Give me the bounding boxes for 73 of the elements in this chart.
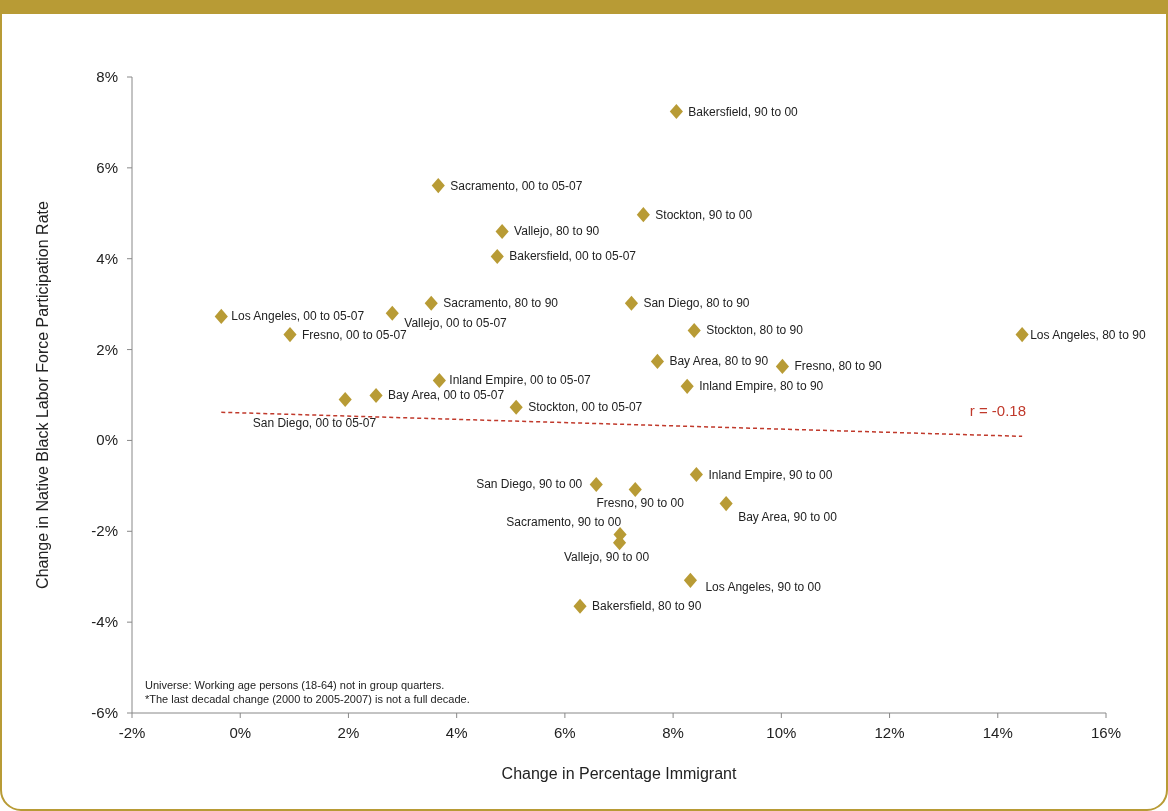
- data-label: Los Angeles, 90 to 00: [705, 580, 822, 595]
- point: [669, 103, 683, 120]
- y-tick-label: -4%: [91, 613, 118, 631]
- data-label: Los Angeles, 00 to 05-07: [231, 309, 365, 324]
- point: [509, 399, 523, 415]
- annotation: *The last decadal change (2000 to 2005-2007) is not a full decade.: [145, 693, 470, 705]
- data-label: Bakersfield, 80 to 90: [592, 599, 702, 614]
- data-label: Stockton, 80 to 90: [706, 323, 804, 338]
- point: [338, 391, 352, 408]
- point: [624, 295, 639, 311]
- point: [283, 327, 297, 343]
- x-tick-label: 0%: [229, 724, 252, 741]
- data-label: Inland Empire, 90 to 00: [708, 467, 833, 482]
- data-label: Fresno, 80 to 90: [794, 359, 883, 374]
- point: [719, 496, 733, 512]
- x-tick-label: -2%: [118, 724, 146, 741]
- point: [385, 305, 399, 321]
- point: [490, 248, 504, 264]
- annotation: r = -0.18: [969, 402, 1026, 419]
- point: [432, 372, 446, 389]
- point: [687, 322, 701, 339]
- data-label: Fresno, 90 to 00: [596, 496, 685, 511]
- data-label: Bay Area, 00 to 05-07: [388, 388, 505, 403]
- data-label: San Diego, 90 to 00: [476, 477, 583, 492]
- data-label: Los Angeles, 80 to 90: [1030, 327, 1146, 342]
- data-label: Bay Area, 80 to 90: [669, 354, 769, 369]
- point: [636, 207, 650, 223]
- data-label: Stockton, 90 to 00: [655, 207, 753, 222]
- point: [424, 295, 438, 311]
- point: [1015, 327, 1029, 343]
- data-label: Bakersfield, 00 to 05-07: [509, 249, 637, 264]
- y-tick-label: 8%: [96, 68, 118, 85]
- data-label: Vallejo, 90 to 00: [563, 549, 650, 564]
- data-label: Bay Area, 90 to 00: [738, 509, 838, 524]
- data-label: Sacramento, 90 to 00: [506, 515, 622, 530]
- point: [573, 598, 587, 614]
- y-tick-label: 6%: [96, 158, 118, 176]
- x-tick-label: 4%: [445, 724, 468, 741]
- annotation: Universe: Working age persons (18-64) not in group quarters.: [145, 679, 445, 691]
- x-tick-label: 8%: [662, 724, 684, 741]
- x-tick-label: 10%: [766, 724, 797, 741]
- point: [683, 572, 697, 588]
- x-tick-label: 14%: [982, 724, 1013, 741]
- data-label: San Diego, 00 to 05-07: [252, 415, 377, 430]
- point: [589, 476, 603, 493]
- data-label: Sacramento, 00 to 05-07: [450, 178, 583, 193]
- x-tick-label: 12%: [874, 724, 905, 741]
- point: [650, 353, 664, 369]
- point: [495, 223, 509, 240]
- y-tick-label: -2%: [91, 522, 118, 540]
- point: [775, 358, 789, 374]
- data-label: Vallejo, 80 to 90: [514, 224, 600, 239]
- data-label: Sacramento, 80 to 90: [443, 296, 559, 311]
- y-tick-label: 0%: [96, 431, 118, 449]
- data-label: Stockton, 00 to 05-07: [528, 400, 643, 415]
- point: [680, 378, 694, 394]
- x-tick-label: 2%: [337, 724, 360, 741]
- data-label: Inland Empire, 80 to 90: [699, 379, 824, 394]
- x-axis-title: Change in Percentage Immigrant: [501, 765, 737, 782]
- x-tick-label: 6%: [554, 724, 576, 741]
- data-label: San Diego, 80 to 90: [643, 296, 750, 311]
- y-axis-title: Change in Native Black Labor Force Participation Rate: [34, 201, 51, 589]
- data-label: Inland Empire, 00 to 05-07: [449, 373, 592, 388]
- point: [214, 308, 228, 324]
- point: [431, 178, 445, 194]
- data-label: Bakersfield, 90 to 00: [688, 104, 799, 119]
- point: [628, 481, 642, 498]
- x-tick-label: 16%: [1090, 724, 1122, 741]
- y-tick-label: -6%: [91, 704, 118, 721]
- point: [369, 387, 383, 404]
- y-tick-label: 2%: [96, 340, 118, 358]
- y-tick-label: 4%: [96, 249, 118, 267]
- point: [689, 466, 703, 483]
